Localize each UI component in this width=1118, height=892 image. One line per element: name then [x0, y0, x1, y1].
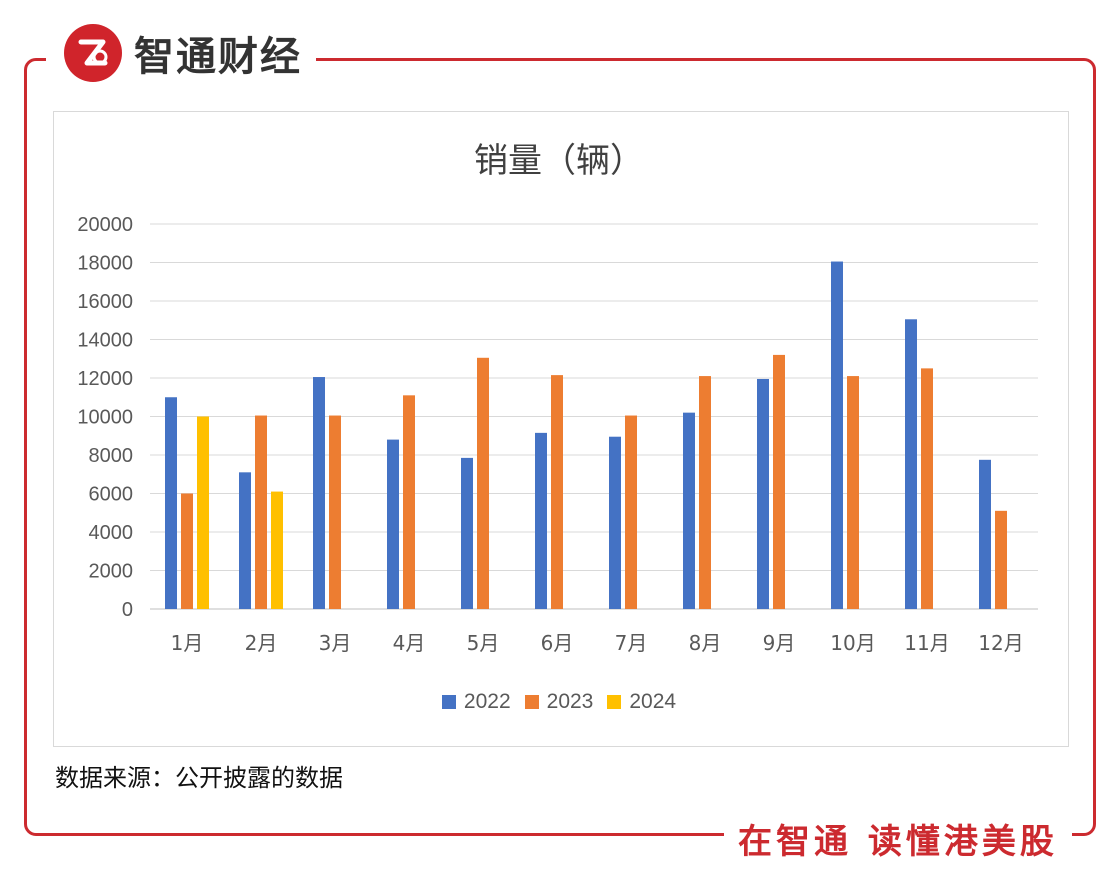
- x-tick-label: 5月: [467, 631, 500, 655]
- bar-2023-7: [625, 415, 637, 609]
- legend-label-2023: 2023: [546, 690, 594, 713]
- brand-logo-icon: [64, 24, 122, 82]
- bar-2022-10: [831, 261, 843, 609]
- bar-2022-5: [461, 457, 473, 609]
- x-tick-label: 6月: [541, 631, 574, 655]
- x-tick-label: 3月: [319, 631, 352, 655]
- bar-2022-3: [313, 377, 325, 609]
- legend-item-2024: 2024: [607, 690, 676, 714]
- y-tick-label: 14000: [77, 330, 133, 352]
- x-tick-label: 10月: [830, 631, 875, 655]
- bar-2023-4: [403, 395, 415, 609]
- y-tick-label: 4000: [89, 522, 134, 544]
- bar-2024-2: [271, 491, 283, 609]
- bar-2023-10: [847, 376, 859, 609]
- chart-frame: [24, 58, 1096, 836]
- y-tick-label: 20000: [77, 214, 133, 236]
- x-tick-label: 7月: [615, 631, 648, 655]
- bar-2023-9: [773, 354, 785, 609]
- legend-item-2022: 2022: [441, 690, 511, 714]
- bar-2022-4: [387, 439, 399, 609]
- x-tick-label: 4月: [393, 631, 426, 655]
- bar-2023-8: [699, 376, 711, 609]
- x-tick-label: 2月: [245, 631, 278, 655]
- bar-2024-1: [197, 416, 209, 609]
- y-tick-label: 12000: [77, 368, 133, 390]
- legend-swatch-2022: [441, 695, 456, 709]
- slogan-banner: 在智通 读懂港美股: [724, 808, 1072, 868]
- bar-2023-12: [995, 510, 1007, 609]
- chart-title: 销量（辆）: [474, 141, 644, 181]
- y-tick-label: 8000: [89, 445, 134, 467]
- slogan-text: 在智通 读懂港美股: [738, 821, 1058, 862]
- bar-2023-5: [477, 357, 489, 609]
- bar-2023-6: [551, 375, 563, 609]
- y-tick-label: 16000: [77, 291, 133, 313]
- brand-name: 智通财经: [134, 34, 302, 80]
- legend-swatch-2023: [524, 695, 539, 709]
- bar-2022-2: [239, 472, 251, 609]
- bar-2022-7: [609, 436, 621, 609]
- legend-label-2022: 2022: [463, 690, 511, 713]
- x-tick-label: 1月: [171, 631, 204, 655]
- x-tick-label: 11月: [904, 631, 949, 655]
- bar-2023-1: [181, 493, 193, 609]
- brand-logo: 智通财经: [46, 10, 316, 96]
- data-source-note: 数据来源：公开披露的数据: [55, 764, 343, 792]
- bar-2022-11: [905, 319, 917, 609]
- y-tick-label: 10000: [77, 407, 133, 429]
- y-tick-label: 6000: [89, 484, 134, 506]
- bar-2023-3: [329, 415, 341, 609]
- legend-item-2023: 2023: [524, 690, 594, 714]
- x-tick-label: 9月: [763, 631, 796, 655]
- bar-2023-2: [255, 415, 267, 609]
- legend-swatch-2024: [607, 695, 622, 709]
- bar-2022-8: [683, 412, 695, 609]
- bar-2022-1: [165, 397, 177, 609]
- bar-2022-12: [979, 459, 991, 609]
- y-tick-label: 0: [122, 599, 133, 621]
- y-tick-label: 18000: [77, 253, 133, 275]
- x-tick-label: 8月: [689, 631, 722, 655]
- legend-label-2024: 2024: [629, 690, 677, 713]
- bar-2023-11: [921, 368, 933, 609]
- legend: 2022 2023 2024: [0, 690, 1118, 714]
- bar-2022-9: [757, 378, 769, 609]
- bar-2022-6: [535, 432, 547, 609]
- x-tick-label: 12月: [978, 631, 1023, 655]
- y-tick-label: 2000: [89, 561, 134, 583]
